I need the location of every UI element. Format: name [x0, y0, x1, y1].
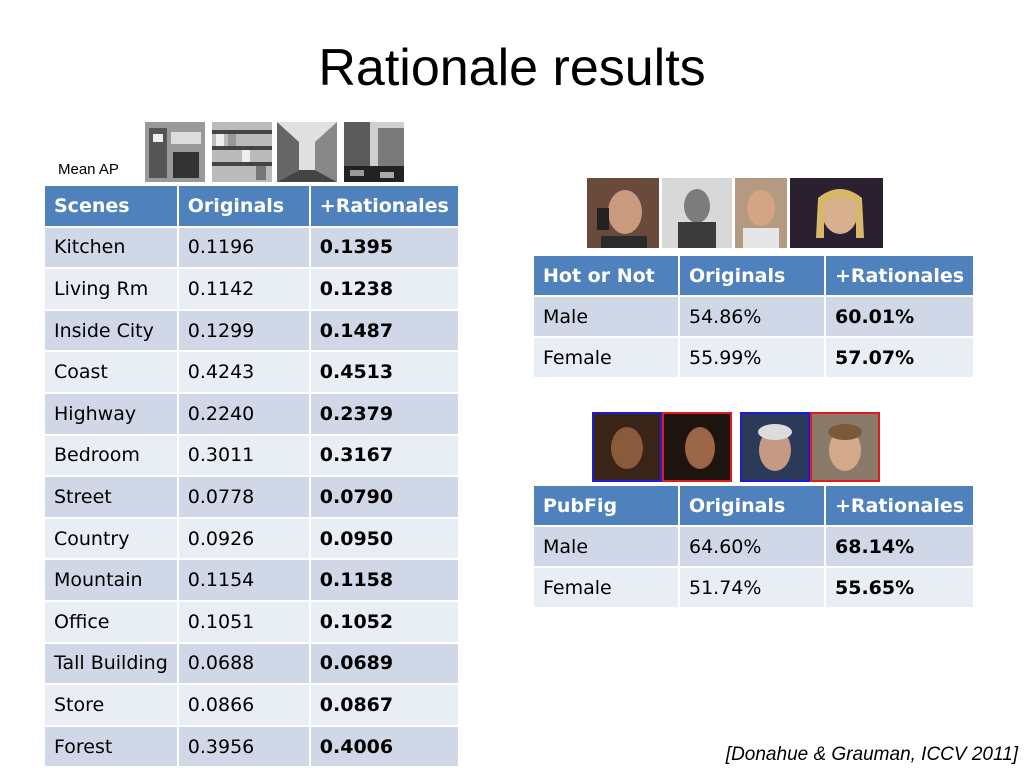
pubfig-table: PubFig Originals +Rationales Male 64.60% 6…	[532, 484, 975, 609]
column-header: Originals	[178, 186, 309, 226]
table-row: Coast 0.4243 0.4513	[45, 352, 458, 392]
table-cell: 0.0866	[178, 685, 309, 725]
table-cell: 0.0950	[310, 518, 458, 559]
table-cell: Female	[534, 338, 678, 377]
mean-ap-label: Mean AP	[58, 161, 119, 178]
table-row: Street 0.0778 0.0790	[45, 477, 458, 517]
table-row: Bedroom 0.3011 0.3167	[45, 435, 458, 476]
table-row: Female 55.99% 57.07%	[534, 338, 974, 377]
pubfig-face-photo-3	[740, 412, 810, 482]
table-cell: 0.2379	[310, 393, 458, 434]
table-cell: 51.74%	[680, 568, 824, 607]
table-cell: 68.14%	[826, 527, 974, 566]
table-row: Country 0.0926 0.0950	[45, 518, 458, 559]
table-cell: 0.4513	[310, 352, 458, 392]
table-cell: 0.3167	[310, 435, 458, 476]
column-header: +Rationales	[826, 486, 974, 525]
table-cell: 0.1158	[310, 560, 458, 600]
hot-face-photo-4	[790, 178, 883, 248]
table-header-row: PubFig Originals +Rationales	[534, 486, 974, 525]
table-row: Office 0.1051 0.1052	[45, 601, 458, 642]
table-cell: 0.0926	[178, 518, 309, 559]
table-row: Tall Building 0.0688 0.0689	[45, 643, 458, 684]
table-cell: 0.1142	[178, 269, 309, 309]
table-row: Inside City 0.1299 0.1487	[45, 310, 458, 351]
table-row: Highway 0.2240 0.2379	[45, 393, 458, 434]
table-cell: Tall Building	[45, 643, 177, 684]
table-cell: Country	[45, 518, 177, 559]
pubfig-face-photo-2	[662, 412, 732, 482]
table-row: Kitchen 0.1196 0.1395	[45, 227, 458, 268]
table-cell: Living Rm	[45, 269, 177, 309]
column-header: +Rationales	[310, 186, 458, 226]
scene-photo-street	[277, 122, 337, 182]
table-row: Mountain 0.1154 0.1158	[45, 560, 458, 600]
table-cell: Kitchen	[45, 227, 177, 268]
table-cell: Forest	[45, 726, 177, 767]
table-cell: Store	[45, 685, 177, 725]
table-cell: 0.1395	[310, 227, 458, 268]
table-cell: 0.3956	[178, 726, 309, 767]
column-header: Hot or Not	[534, 256, 678, 295]
table-cell: 54.86%	[680, 297, 824, 336]
scene-photo-city	[344, 122, 404, 182]
table-cell: 0.1487	[310, 310, 458, 351]
table-cell: 0.1154	[178, 560, 309, 600]
table-cell: 0.0778	[178, 477, 309, 517]
table-cell: 0.4243	[178, 352, 309, 392]
column-header: Originals	[680, 256, 824, 295]
table-cell: 64.60%	[680, 527, 824, 566]
column-header: Scenes	[45, 186, 177, 226]
table-cell: 0.0688	[178, 643, 309, 684]
table-cell: Inside City	[45, 310, 177, 351]
hot-face-photo-1	[587, 178, 659, 248]
table-row: Living Rm 0.1142 0.1238	[45, 269, 458, 309]
table-header-row: Scenes Originals +Rationales	[45, 186, 458, 226]
column-header: PubFig	[534, 486, 678, 525]
table-cell: Street	[45, 477, 177, 517]
citation: [Donahue & Grauman, ICCV 2011]	[725, 744, 1018, 765]
table-cell: 0.1051	[178, 601, 309, 642]
table-cell: 0.0790	[310, 477, 458, 517]
table-cell: 0.0867	[310, 685, 458, 725]
table-cell: 0.4006	[310, 726, 458, 767]
table-cell: Male	[534, 527, 678, 566]
table-cell: Coast	[45, 352, 177, 392]
hot-face-photo-2	[662, 178, 732, 248]
table-cell: Office	[45, 601, 177, 642]
table-row: Male 64.60% 68.14%	[534, 527, 974, 566]
scene-photo-kitchen	[145, 122, 205, 182]
table-cell: Highway	[45, 393, 177, 434]
table-cell: 0.3011	[178, 435, 309, 476]
hot-face-photo-3	[735, 178, 787, 248]
table-cell: 60.01%	[826, 297, 974, 336]
table-cell: 57.07%	[826, 338, 974, 377]
column-header: Originals	[680, 486, 824, 525]
table-cell: 0.0689	[310, 643, 458, 684]
table-row: Male 54.86% 60.01%	[534, 297, 974, 336]
table-row: Female 51.74% 55.65%	[534, 568, 974, 607]
table-row: Forest 0.3956 0.4006	[45, 726, 458, 767]
table-cell: 0.1238	[310, 269, 458, 309]
table-cell: Mountain	[45, 560, 177, 600]
table-cell: 0.1052	[310, 601, 458, 642]
table-row: Store 0.0866 0.0867	[45, 685, 458, 725]
table-cell: 55.99%	[680, 338, 824, 377]
pubfig-face-photo-4	[810, 412, 880, 482]
table-header-row: Hot or Not Originals +Rationales	[534, 256, 974, 295]
column-header: +Rationales	[826, 256, 974, 295]
table-cell: 0.2240	[178, 393, 309, 434]
table-cell: 55.65%	[826, 568, 974, 607]
scene-photo-store	[212, 122, 272, 182]
pubfig-face-photo-1	[592, 412, 662, 482]
table-cell: Male	[534, 297, 678, 336]
table-cell: 0.1299	[178, 310, 309, 351]
scenes-table: Scenes Originals +Rationales Kitchen 0.11…	[43, 184, 460, 768]
table-cell: Bedroom	[45, 435, 177, 476]
table-cell: 0.1196	[178, 227, 309, 268]
slide-title: Rationale results	[318, 39, 706, 97]
hot-or-not-table: Hot or Not Originals +Rationales Male 54.…	[532, 254, 975, 379]
table-cell: Female	[534, 568, 678, 607]
